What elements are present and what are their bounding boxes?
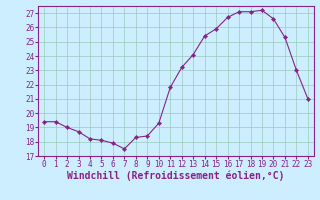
X-axis label: Windchill (Refroidissement éolien,°C): Windchill (Refroidissement éolien,°C): [67, 171, 285, 181]
